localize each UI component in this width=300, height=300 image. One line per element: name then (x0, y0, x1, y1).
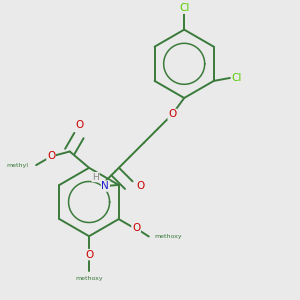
Text: O: O (132, 223, 140, 233)
Text: O: O (168, 109, 176, 119)
Text: O: O (76, 120, 84, 130)
Text: methoxy: methoxy (155, 234, 182, 239)
Text: O: O (47, 152, 55, 161)
Text: H: H (92, 172, 99, 182)
Text: N: N (101, 181, 109, 191)
Text: O: O (85, 250, 93, 260)
Text: O: O (136, 181, 144, 191)
Text: Cl: Cl (232, 73, 242, 83)
Text: methyl: methyl (7, 163, 29, 168)
Text: Cl: Cl (179, 3, 189, 13)
Text: methoxy: methoxy (75, 276, 103, 281)
